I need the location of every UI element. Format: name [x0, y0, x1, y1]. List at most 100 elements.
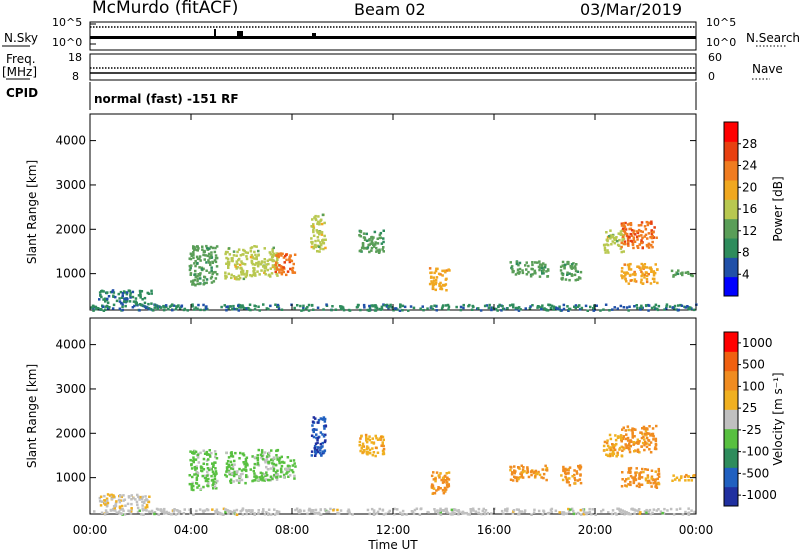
data-cell-power-12-34 [620, 245, 623, 249]
data-cell-power-0-367 [645, 304, 648, 308]
data-cell-velocity-11-14 [622, 446, 625, 449]
data-cell-power-2-23 [198, 255, 202, 258]
data-cell-power-5-35 [293, 253, 297, 256]
data-cell-power-4-1 [263, 261, 266, 264]
ytick-label-velocity-2: 3000 [55, 382, 86, 396]
colorbar-velocity-seg-5 [724, 390, 738, 410]
data-cell-velocity-0-10 [160, 511, 164, 514]
data-cell-velocity-11-35 [612, 450, 615, 454]
colorbar-velocity-seg-0 [724, 486, 738, 507]
colorbar-tick-label-power-4: 20 [742, 180, 757, 194]
data-cell-power-0-34 [633, 305, 636, 308]
data-cell-power-0-204 [162, 305, 166, 308]
data-cell-power-0-246 [106, 304, 109, 308]
data-cell-power-6-11 [310, 237, 313, 240]
data-cell-power-4-87 [275, 252, 279, 255]
data-cell-power-12-89 [638, 243, 641, 246]
data-cell-power-14-14 [690, 273, 693, 276]
data-cell-velocity-13-28 [634, 474, 637, 477]
data-cell-power-12-50 [627, 240, 630, 244]
data-cell-velocity-2-51 [190, 467, 194, 470]
data-cell-power-5-28 [289, 258, 292, 262]
data-cell-power-8-40 [430, 280, 433, 283]
data-cell-velocity-13-11 [650, 475, 654, 478]
data-cell-power-5-34 [275, 266, 278, 270]
data-cell-power-3-13 [242, 248, 245, 252]
data-cell-velocity-1-42 [130, 498, 133, 501]
data-cell-power-9-0 [510, 265, 514, 268]
data-cell-power-3-50 [237, 258, 240, 262]
freq-tick-bottom: 8 [72, 70, 79, 83]
data-cell-velocity-5-1 [276, 473, 279, 476]
data-cell-velocity-3-27 [235, 471, 239, 474]
data-cell-velocity-0-222 [452, 508, 456, 511]
data-cell-power-0-144 [193, 308, 196, 311]
data-cell-velocity-0-225 [270, 513, 273, 516]
data-cell-velocity-0-394 [451, 512, 454, 516]
data-cell-power-4-72 [255, 257, 258, 261]
data-cell-velocity-2-83 [211, 484, 214, 487]
data-cell-power-0-413 [355, 306, 359, 309]
data-cell-power-4-95 [257, 253, 260, 256]
data-cell-power-0-363 [459, 308, 463, 312]
data-cell-velocity-8-25 [432, 478, 436, 481]
data-cell-velocity-3-33 [227, 456, 231, 459]
data-cell-power-13-74 [621, 276, 624, 280]
data-cell-power-0-284 [683, 305, 686, 309]
data-cell-velocity-11-49 [615, 442, 618, 446]
data-cell-power-13-1 [645, 280, 649, 284]
data-cell-power-10-4 [564, 278, 568, 281]
data-cell-velocity-7-23 [381, 441, 384, 444]
data-cell-velocity-3-11 [229, 478, 233, 481]
data-cell-power-10-44 [559, 265, 563, 269]
data-cell-power-10-31 [574, 267, 577, 270]
data-cell-power-10-34 [566, 262, 569, 265]
data-cell-velocity-0-351 [579, 513, 583, 516]
data-cell-power-13-59 [642, 264, 645, 267]
data-cell-velocity-4-34 [253, 456, 256, 459]
data-cell-power-12-97 [637, 228, 641, 232]
data-cell-velocity-0-197 [610, 512, 614, 516]
data-cell-power-4-53 [250, 246, 254, 249]
data-cell-velocity-4-26 [272, 462, 275, 466]
data-cell-velocity-6-10 [317, 418, 321, 422]
data-cell-velocity-0-340 [523, 509, 527, 512]
data-cell-power-13-23 [623, 271, 626, 274]
data-cell-velocity-4-65 [256, 461, 260, 464]
data-cell-power-0-121 [412, 306, 416, 310]
data-cell-power-2-11 [190, 254, 193, 257]
data-cell-power-0-54 [162, 308, 166, 312]
data-cell-power-0-351 [576, 305, 580, 308]
data-cell-power-4-19 [253, 267, 256, 270]
data-cell-velocity-9-43 [542, 476, 545, 480]
nsky-tick-top: 10^5 [52, 16, 83, 29]
data-cell-velocity-3-52 [231, 467, 235, 471]
data-cell-power-0-18 [362, 303, 366, 307]
data-cell-velocity-2-113 [207, 482, 210, 485]
data-cell-power-4-68 [268, 251, 272, 254]
data-cell-velocity-5-27 [287, 468, 290, 472]
data-cell-power-8-39 [447, 268, 450, 271]
data-cell-velocity-12-64 [632, 427, 636, 431]
data-cell-velocity-0-74 [500, 509, 504, 513]
data-cell-power-0-162 [168, 305, 172, 308]
data-cell-velocity-8-43 [439, 487, 442, 490]
data-cell-power-0-224 [175, 305, 178, 308]
data-cell-velocity-3-67 [225, 462, 229, 465]
data-cell-power-5-22 [280, 271, 284, 274]
data-cell-velocity-0-42 [140, 513, 143, 516]
data-cell-velocity-12-44 [624, 437, 628, 441]
data-cell-velocity-1-49 [144, 506, 147, 509]
data-cell-power-12-56 [622, 224, 626, 228]
data-cell-power-0-346 [380, 307, 384, 311]
data-cell-power-0-201 [147, 307, 151, 311]
data-cell-power-11-8 [618, 238, 621, 242]
data-cell-power-3-20 [226, 250, 229, 254]
data-cell-velocity-0-396 [639, 511, 642, 514]
data-cell-velocity-0-285 [626, 512, 630, 515]
data-cell-velocity-12-6 [626, 436, 630, 440]
data-cell-power-2-107 [193, 247, 197, 250]
data-cell-power-0-339 [492, 306, 495, 309]
data-cell-power-9-16 [525, 268, 528, 271]
data-cell-velocity-0-138 [145, 509, 148, 512]
